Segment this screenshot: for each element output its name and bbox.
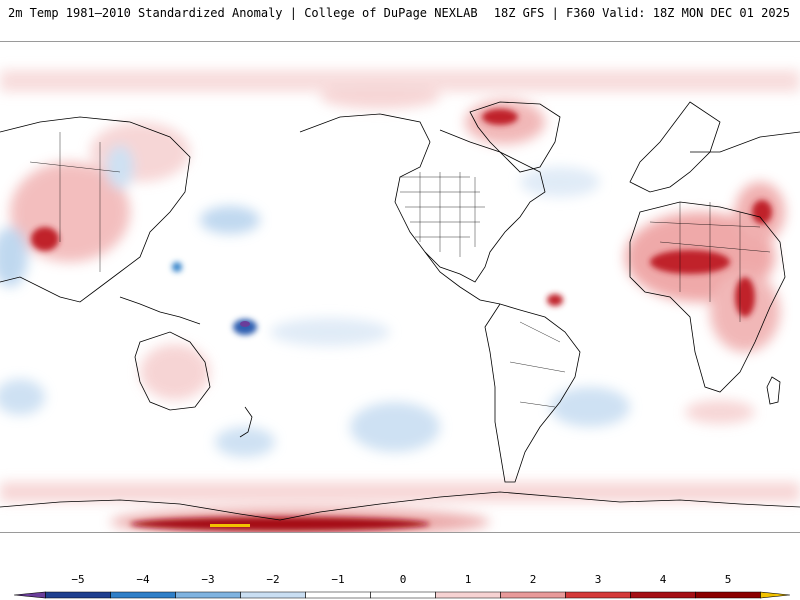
colorbar-segment — [13, 591, 46, 599]
colorbar-segment — [760, 591, 791, 599]
anomaly-map — [0, 41, 800, 533]
max-anomaly-core — [210, 524, 250, 527]
colorbar-tick-label: 3 — [595, 573, 602, 586]
colorbar-tick-label: −2 — [266, 573, 279, 586]
colorbar-segment — [110, 591, 176, 599]
colorbar-tick-label: 5 — [725, 573, 732, 586]
country-borders — [29, 132, 771, 408]
anomaly-colorbar: −5 −4 −3 −2 −1 0 1 2 3 4 5 — [13, 573, 791, 599]
colorbar-segment — [500, 591, 566, 599]
colorbar-segment — [305, 591, 371, 599]
colorbar-tick-label: 4 — [660, 573, 667, 586]
colorbar-segment — [45, 591, 111, 599]
anomaly-cores — [31, 109, 772, 531]
colorbar-segment — [565, 591, 631, 599]
colorbar-segment — [435, 591, 501, 599]
colorbar-tick-label: 1 — [465, 573, 472, 586]
colorbar-segment — [175, 591, 241, 599]
coastlines — [0, 101, 800, 521]
colorbar-tick-label: −4 — [136, 573, 150, 586]
colorbar-tick-label: −3 — [201, 573, 214, 586]
colorbar-tick-label: −1 — [331, 573, 344, 586]
colorbar-segment — [695, 591, 761, 599]
model-run-info: 18Z GFS | F360 Valid: 18Z MON DEC 01 202… — [493, 6, 790, 20]
colorbar-tick-label: 0 — [400, 573, 407, 586]
colorbar-segment — [630, 591, 696, 599]
map-title: 2m Temp 1981–2010 Standardized Anomaly |… — [8, 6, 478, 20]
colorbar-tick-label: 2 — [530, 573, 537, 586]
colorbar-tick-label: −5 — [71, 573, 84, 586]
colorbar-segment — [370, 591, 436, 599]
max-anomaly-core — [240, 321, 250, 327]
colorbar-segment — [240, 591, 306, 599]
